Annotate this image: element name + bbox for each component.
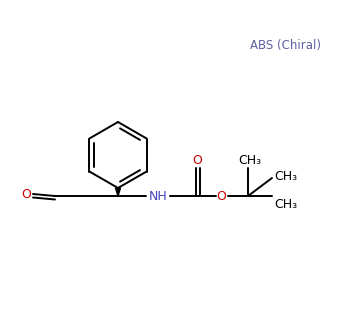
Text: CH₃: CH₃ [275, 169, 297, 183]
Text: O: O [193, 154, 202, 167]
Text: O: O [216, 190, 226, 203]
Text: CH₃: CH₃ [238, 154, 262, 167]
Text: NH: NH [149, 190, 168, 203]
Text: ABS (Chiral): ABS (Chiral) [250, 38, 320, 52]
Polygon shape [116, 188, 121, 196]
Text: O: O [21, 189, 31, 202]
Text: CH₃: CH₃ [275, 197, 297, 211]
